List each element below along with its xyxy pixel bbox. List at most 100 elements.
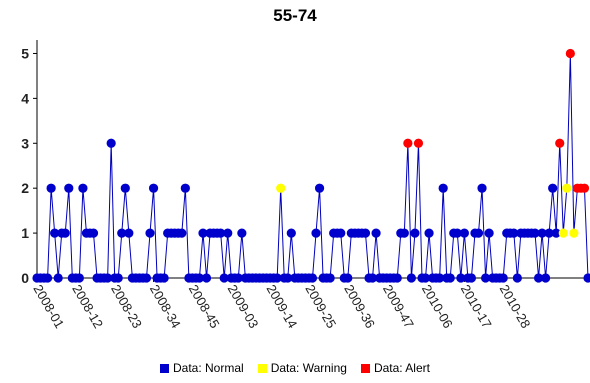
y-tick-label: 4 [21, 90, 29, 106]
data-point [120, 183, 130, 193]
x-tick-label: 2009-36 [341, 282, 378, 331]
data-point [399, 228, 409, 238]
x-tick-label: 2010-28 [497, 282, 534, 331]
data-point [466, 273, 477, 283]
data-point [311, 228, 321, 238]
data-point [537, 228, 547, 238]
data-point [145, 228, 155, 238]
data-point [233, 273, 243, 283]
data-point [219, 273, 229, 283]
data-point [544, 228, 554, 238]
chart-title: 55-74 [273, 6, 317, 25]
data-point [141, 273, 152, 283]
y-tick-label: 1 [21, 225, 29, 241]
x-tick-label: 2008-01 [30, 282, 67, 331]
data-point [42, 273, 53, 283]
data-point [360, 228, 371, 238]
x-tick-label: 2009-03 [225, 282, 262, 331]
data-point [367, 273, 378, 283]
alert-point [555, 138, 565, 148]
x-tick-label: 2008-12 [69, 282, 106, 331]
legend-label-alert: Data: Alert [373, 361, 430, 375]
y-tick-label: 0 [21, 270, 29, 286]
alert-point [565, 48, 575, 59]
x-tick-label: 2008-45 [186, 282, 223, 331]
data-point [64, 183, 74, 193]
data-point [223, 228, 233, 238]
data-point [420, 273, 431, 283]
data-point [124, 228, 134, 238]
data-point [533, 273, 544, 283]
data-point [438, 183, 448, 193]
data-point [78, 183, 88, 193]
warning-point [276, 183, 286, 193]
y-tick-label: 2 [21, 180, 29, 196]
data-point [410, 228, 420, 238]
data-point [198, 228, 208, 238]
data-point [53, 273, 63, 283]
data-point [548, 183, 558, 193]
data-point [583, 273, 590, 283]
data-point [159, 273, 169, 283]
data-point [392, 273, 402, 283]
data-point [216, 228, 226, 238]
x-tick-label: 2009-25 [302, 282, 339, 331]
data-point [307, 273, 318, 283]
data-point [551, 228, 561, 238]
data-point [484, 228, 494, 238]
x-tick-label: 2009-47 [380, 282, 417, 331]
data-point [117, 228, 127, 238]
legend-label-warning: Data: Warning [270, 361, 347, 375]
data-point [336, 228, 346, 238]
data-point [88, 228, 99, 238]
data-point [106, 138, 116, 148]
x-tick-label: 2008-34 [147, 282, 184, 331]
data-point [435, 273, 445, 283]
data-point [530, 228, 540, 238]
alert-point [413, 138, 424, 148]
data-point [283, 273, 293, 283]
legend-item-warning: Data: Warning [257, 361, 347, 375]
data-point [103, 273, 113, 283]
data-point [452, 228, 462, 238]
legend-label-normal: Data: Normal [173, 361, 244, 375]
x-tick-label: 2010-17 [458, 282, 495, 331]
data-point [477, 183, 487, 193]
legend: Data: Normal Data: Warning Data: Alert [0, 361, 590, 375]
data-point [180, 183, 190, 193]
data-point [541, 273, 551, 283]
data-point [60, 228, 70, 238]
warning-point [569, 228, 579, 238]
data-point [194, 273, 205, 283]
data-point [480, 273, 491, 283]
data-point [201, 273, 212, 283]
series-line [37, 53, 589, 279]
data-point [343, 273, 353, 283]
y-tick-label: 5 [21, 45, 29, 61]
y-tick-label: 3 [21, 135, 29, 151]
x-tick-label: 2008-23 [108, 282, 145, 331]
x-tick-label: 2010-06 [419, 282, 456, 331]
legend-item-normal: Data: Normal [160, 361, 244, 375]
data-point [286, 228, 296, 238]
data-point [456, 273, 466, 283]
legend-swatch-normal [160, 363, 169, 373]
data-point [148, 183, 159, 193]
data-point [445, 273, 455, 283]
warning-point [562, 183, 572, 193]
data-point [50, 228, 60, 238]
data-point [459, 228, 469, 238]
data-point [509, 228, 519, 238]
data-point [406, 273, 416, 283]
legend-swatch-alert [360, 363, 370, 373]
data-point [113, 273, 123, 283]
data-point [314, 183, 325, 193]
data-point [272, 273, 282, 283]
data-point [177, 228, 187, 238]
x-tick-label: 2009-14 [264, 282, 301, 331]
data-point [237, 228, 247, 238]
data-point [473, 228, 484, 238]
warning-point [558, 228, 568, 238]
data-point [46, 183, 56, 193]
